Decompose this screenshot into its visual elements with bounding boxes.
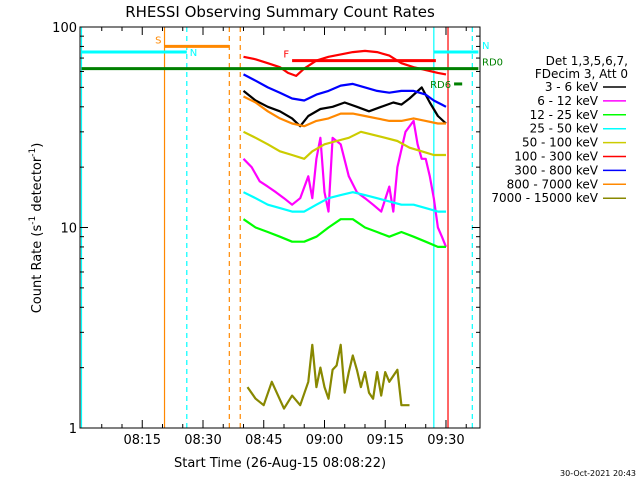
legend-label-8: 7000 - 15000 keV [491, 191, 598, 205]
series-line-0 [242, 86, 447, 128]
legend-label-5: 100 - 300 keV [514, 150, 598, 164]
series-layer [242, 49, 448, 410]
x-tick-label-3: 09:00 [306, 433, 343, 448]
y-tick-label-0: 1 [69, 422, 77, 437]
y-axis-label: Count Rate (s-1 detector-1) [28, 143, 45, 314]
flag-layer: S N N F RD0 RD6 [81, 35, 503, 91]
legend-label-3: 25 - 50 keV [530, 122, 599, 136]
flag-label-1: N [190, 48, 197, 59]
y-axis: 1 10 100 [52, 21, 480, 437]
series-line-1 [242, 119, 448, 248]
series-line-7 [243, 95, 446, 128]
plot-frame [79, 26, 481, 429]
info-line-2: FDecim 3, Att 0 [535, 67, 628, 81]
y-axis-label-main: Count Rate (s [30, 225, 45, 314]
x-tick-label-4: 09:15 [367, 433, 404, 448]
flag-label-3: F [283, 50, 289, 61]
legend-label-6: 300 - 800 keV [514, 163, 598, 177]
y-axis-label-rest: detector [30, 156, 45, 216]
chart-title: RHESSI Observing Summary Count Rates [125, 3, 435, 21]
series-line-6 [242, 73, 447, 108]
info-line-1: Det 1,3,5,6,7, [546, 54, 628, 68]
series-line-8 [246, 343, 410, 410]
date-stamp: 30-Oct-2021 20:43 [560, 469, 636, 478]
series-line-4 [243, 130, 446, 160]
flag-label-4: RD0 [482, 58, 503, 69]
x-axis-label: Start Time (26-Aug-15 08:08:22) [174, 456, 386, 471]
legend-label-7: 800 - 7000 keV [507, 177, 599, 191]
flag-label-2: N [482, 41, 489, 52]
series-line-3 [243, 191, 446, 213]
x-axis: 08:15 08:30 08:45 09:00 09:15 09:30 [101, 27, 467, 448]
y-axis-label-sup: -1 [28, 216, 38, 225]
y-axis-label-end: ) [30, 143, 45, 148]
series-line-5 [243, 49, 447, 78]
flag-label-5: RD6 [430, 80, 451, 91]
legend-label-2: 12 - 25 keV [530, 108, 599, 122]
legend-label-1: 6 - 12 keV [537, 94, 599, 108]
y-tick-label-1: 10 [60, 222, 77, 237]
info-block: Det 1,3,5,6,7, FDecim 3, Att 0 [535, 54, 628, 81]
y-tick-label-2: 100 [52, 21, 77, 36]
x-tick-label-5: 09:30 [427, 433, 464, 448]
x-tick-label-2: 08:45 [245, 433, 282, 448]
series-line-2 [242, 218, 446, 248]
legend-label-0: 3 - 6 keV [545, 80, 599, 94]
x-tick-label-1: 08:30 [184, 433, 221, 448]
flag-label-0: S [155, 35, 161, 46]
legend-label-4: 50 - 100 keV [522, 136, 599, 150]
y-axis-label-sup2: -1 [28, 148, 38, 157]
vertical-markers [80, 27, 473, 428]
x-tick-label-0: 08:15 [124, 433, 161, 448]
